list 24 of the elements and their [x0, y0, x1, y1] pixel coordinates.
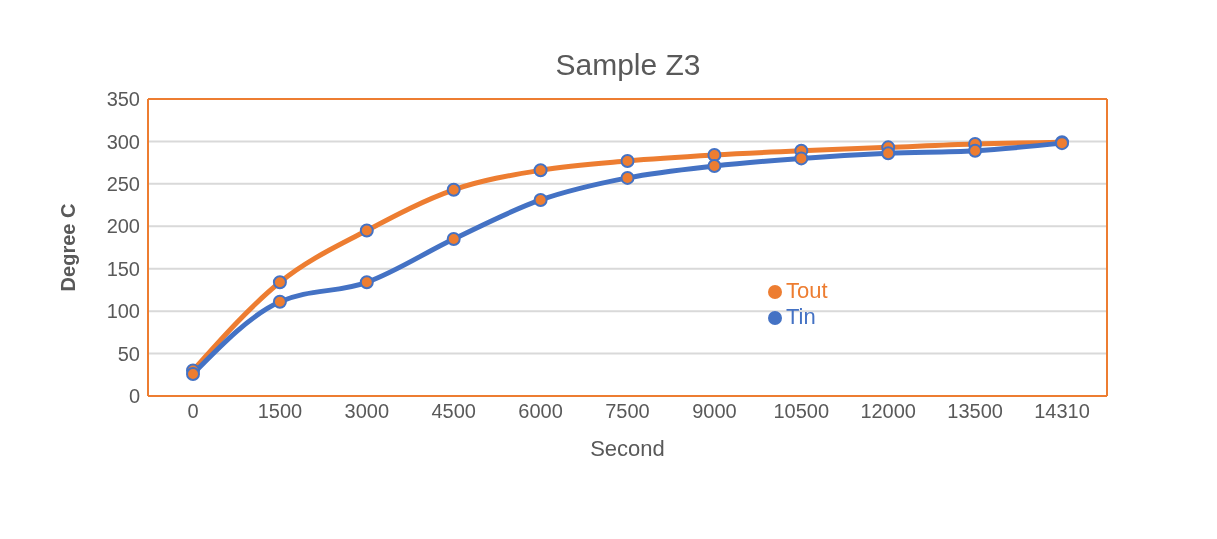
y-tick-label: 50	[117, 342, 140, 365]
y-axis-title: Degree C	[57, 203, 80, 292]
x-tick-label: 12000	[860, 400, 917, 423]
x-tick-label: 1500	[257, 400, 303, 423]
x-axis-title: Second	[590, 436, 665, 461]
y-tick-label: 250	[106, 172, 140, 195]
legend-label: Tin	[786, 304, 816, 329]
y-tick-label: 350	[106, 88, 140, 111]
x-tick-label: 0	[187, 400, 199, 423]
x-tick-label: 10500	[773, 400, 830, 423]
x-tick-label: 6000	[518, 400, 563, 423]
x-tick-label: 14310	[1034, 400, 1090, 423]
x-tick-label: 7500	[605, 400, 650, 423]
legend-label: Tout	[786, 278, 828, 303]
y-tick-label: 0	[128, 385, 140, 408]
y-tick-label: 150	[106, 257, 140, 280]
y-tick-label: 100	[106, 300, 140, 323]
x-tick-label: 3000	[344, 400, 390, 423]
chart-title: Sample Z3	[554, 48, 702, 82]
x-tick-label: 9000	[692, 400, 737, 423]
y-tick-label: 200	[106, 215, 140, 238]
x-tick-label: 13500	[947, 400, 1003, 423]
x-tick-label: 4500	[431, 400, 476, 423]
y-tick-label: 300	[106, 130, 140, 153]
